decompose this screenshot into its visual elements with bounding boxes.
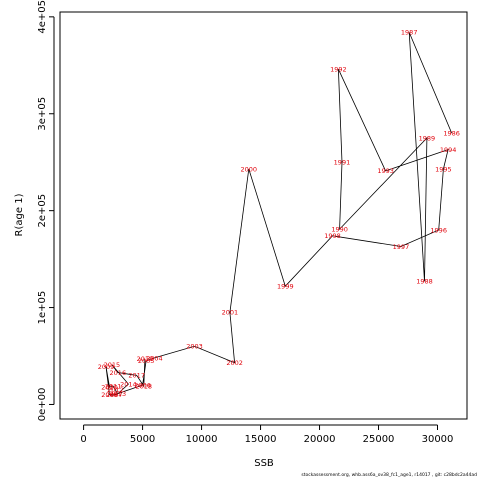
x-tick-label: 25000	[363, 434, 395, 445]
year-label: 2014	[120, 380, 137, 388]
year-label: 1991	[334, 159, 351, 167]
x-tick-label: 0	[80, 434, 86, 445]
y-tick-label: 2e+05	[37, 194, 48, 228]
year-label: 1988	[416, 278, 433, 286]
x-tick-label: 20000	[304, 434, 336, 445]
year-label: 2000	[240, 165, 257, 173]
year-label: 2011	[105, 382, 122, 390]
year-label: 1986	[443, 129, 460, 137]
year-label: 2008	[101, 391, 118, 399]
year-label: 2016	[110, 369, 127, 377]
year-label: 1992	[330, 65, 347, 73]
trajectory-lines	[105, 32, 453, 396]
year-label: 1996	[430, 226, 447, 234]
year-label: 1990	[331, 225, 348, 233]
y-tick-label: 1e+05	[37, 291, 48, 325]
year-label: 2001	[222, 309, 239, 317]
year-label: 1989	[419, 134, 436, 142]
year-label: 1998	[324, 232, 341, 240]
year-label: 2007	[106, 391, 123, 399]
year-label: 2013	[110, 390, 127, 398]
y-tick-label: 0e+00	[37, 388, 48, 422]
axes-layer: 0 5000 10000 15000 20000 25000 30000 0e+00 1e+05…	[37, 0, 468, 445]
year-label: 2018	[135, 382, 152, 390]
year-label: 1997	[393, 243, 410, 251]
x-tick-label: 15000	[245, 434, 277, 445]
y-tick-label: 3e+05	[37, 97, 48, 131]
year-label: 2017	[128, 372, 145, 380]
year-label: 1993	[377, 167, 394, 175]
year-label: 2005	[138, 357, 155, 365]
year-label: 1987	[401, 29, 418, 37]
x-tick-label: 5000	[130, 434, 155, 445]
trajectory-line	[105, 32, 453, 396]
year-label: 2015	[104, 361, 121, 369]
year-labels: 1986 1987 1988 1989 1990 1991 1992 1993 1994 1995…	[98, 29, 460, 399]
year-label: 2006	[134, 381, 151, 389]
plot-frame	[59, 11, 468, 420]
year-label: 2009	[98, 363, 115, 371]
year-label: 1995	[435, 165, 452, 173]
year-label: 2002	[226, 359, 243, 367]
x-tick-label: 10000	[186, 434, 218, 445]
year-label: 1994	[440, 146, 457, 154]
y-axis-title: R(age 1)	[14, 193, 25, 236]
year-label: 1999	[277, 283, 294, 291]
year-label: 2010	[101, 383, 118, 391]
year-label: 2003	[186, 343, 203, 351]
x-axis-title: SSB	[254, 458, 274, 469]
x-tick-label: 30000	[422, 434, 454, 445]
y-tick-label: 4e+05	[37, 0, 48, 34]
year-label: 2012	[107, 386, 124, 394]
year-label: 2004	[146, 354, 163, 362]
year-label: 2019	[137, 355, 154, 363]
footer-caption: stockassessment.org, whb.ass6a_ov38_fc1_…	[301, 473, 477, 478]
